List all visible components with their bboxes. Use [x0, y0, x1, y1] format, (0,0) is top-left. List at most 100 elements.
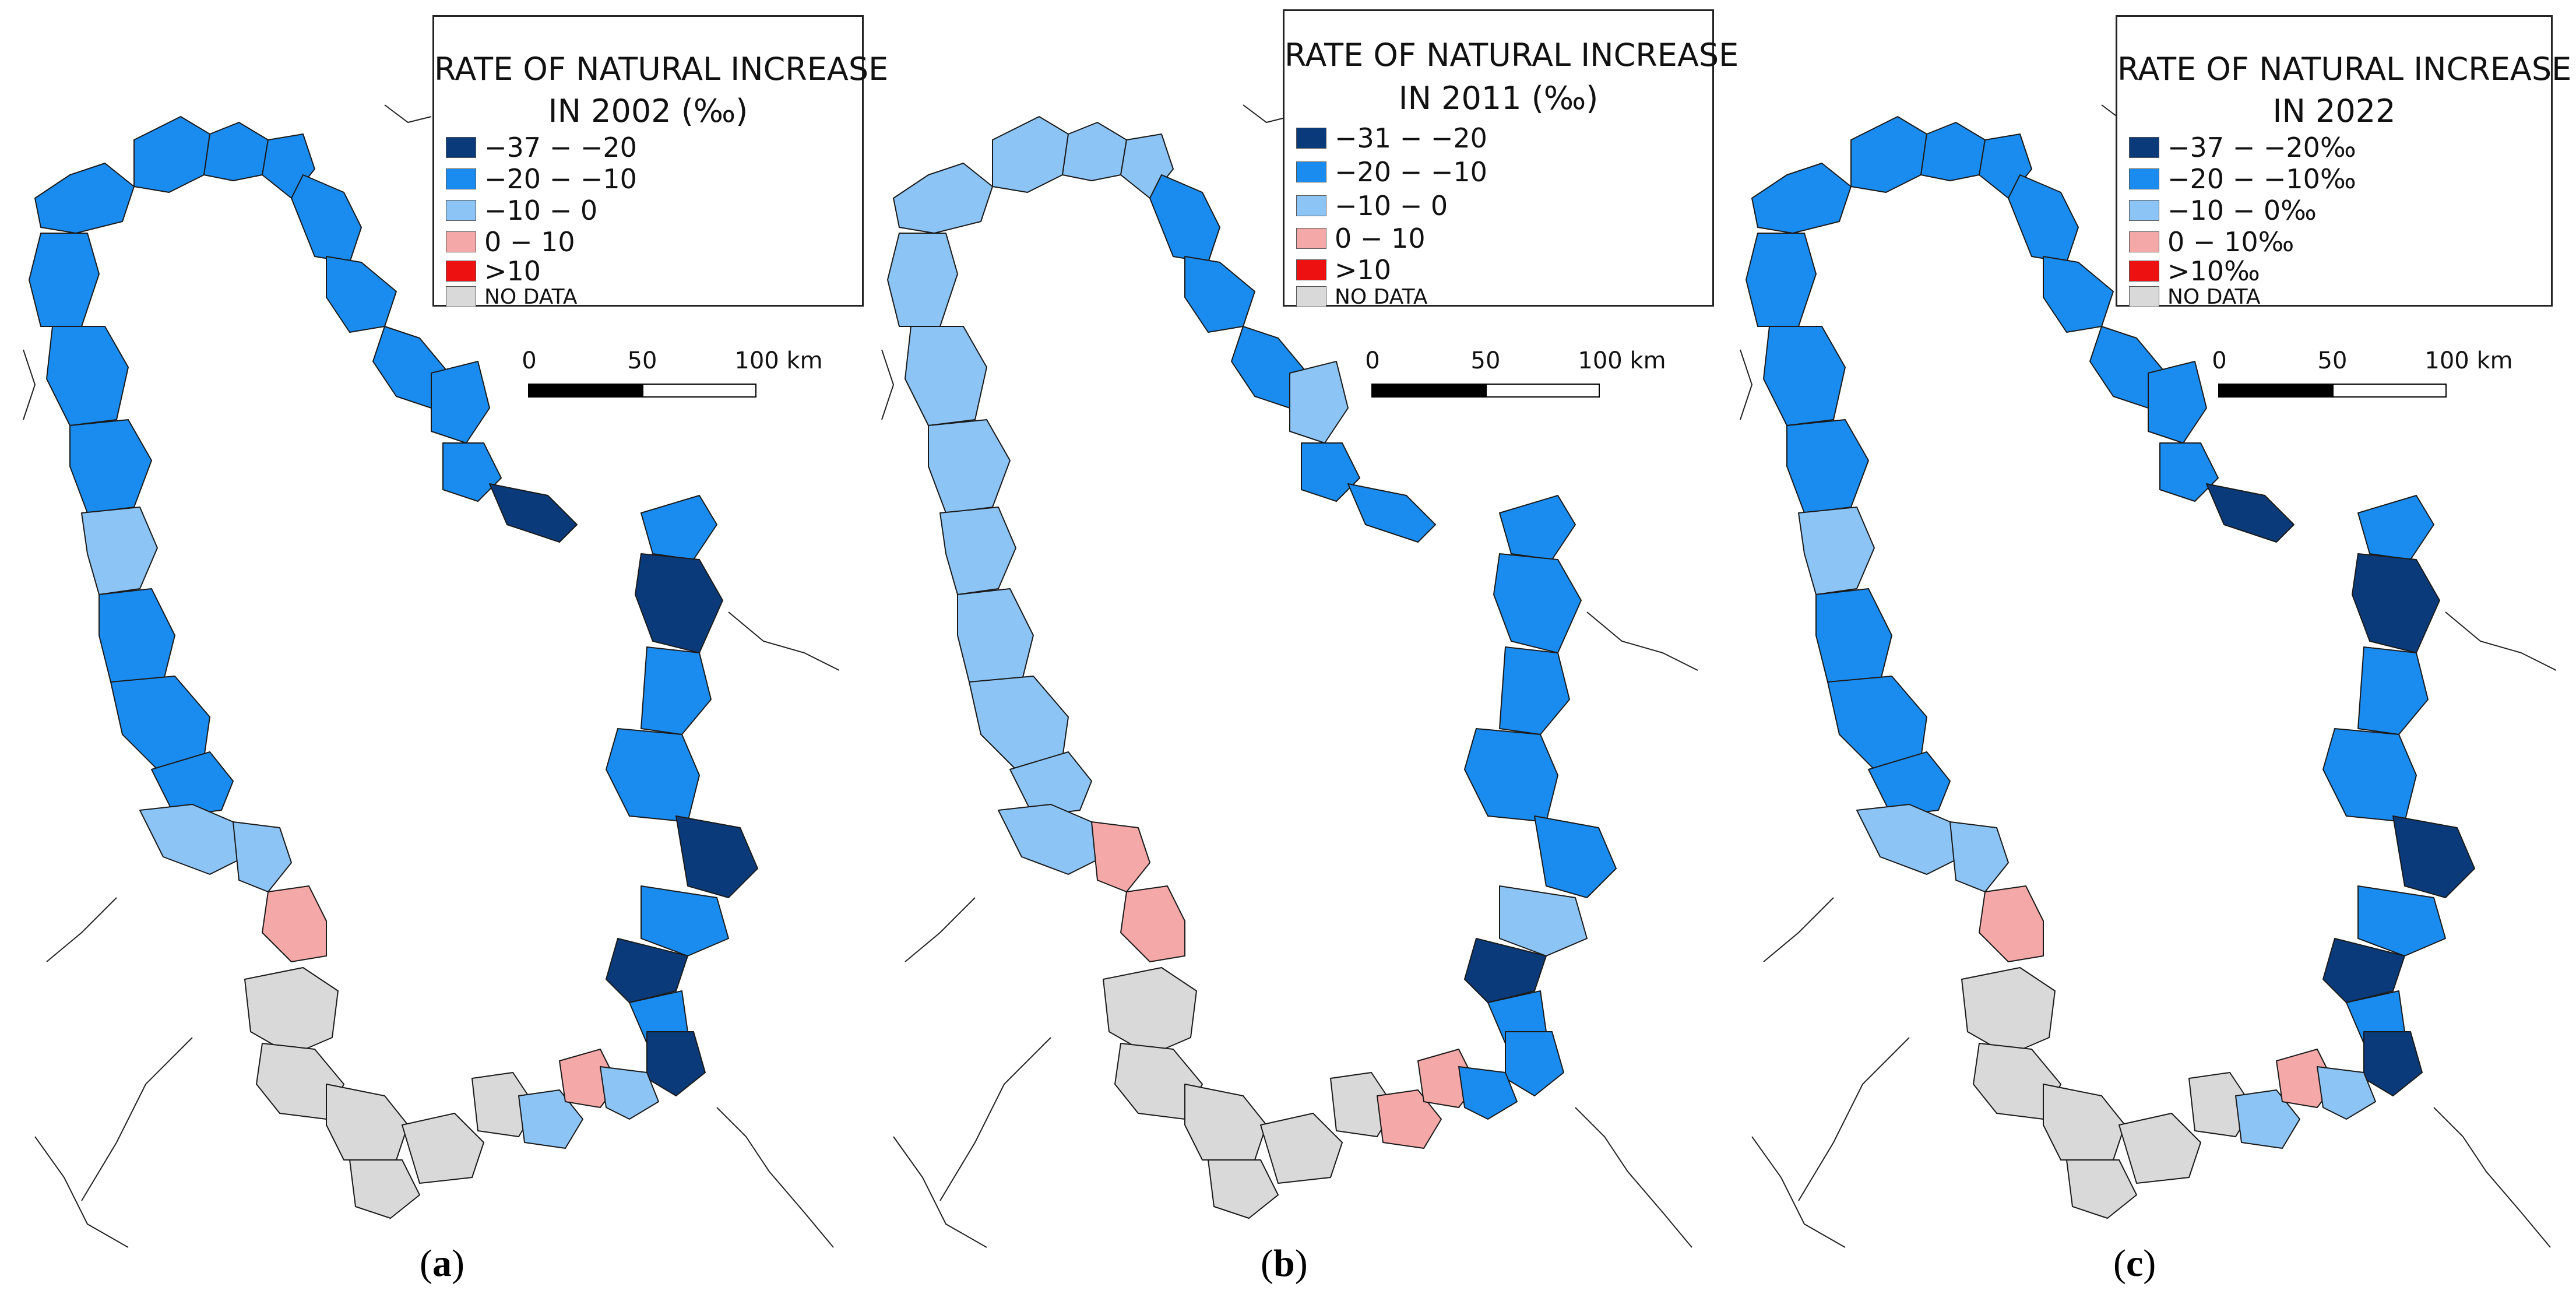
region-s5 [402, 1113, 484, 1184]
scale-segment-white [642, 384, 756, 398]
region-sw1 [1856, 804, 1962, 875]
legend-title-line1: RATE OF NATURAL INCREASE [434, 51, 889, 87]
legend-label: >10 [484, 255, 541, 287]
legend-item: NO DATA [1296, 283, 1427, 311]
legend-swatch [1296, 161, 1326, 182]
caption-letter: b [1273, 1242, 1295, 1285]
region-e4 [606, 728, 700, 822]
border-line [1575, 1107, 1692, 1248]
border-line [1586, 611, 1698, 671]
region-s7 [2235, 1089, 2300, 1149]
region-s5 [1260, 1113, 1343, 1184]
region-n2 [2043, 256, 2114, 333]
legend-label: −37 − −20 [484, 132, 637, 163]
panel-caption: (c) [2113, 1242, 2156, 1286]
region-nw3 [1920, 122, 1986, 181]
legend-swatch [446, 137, 476, 158]
caption-open-paren: ( [1261, 1242, 1273, 1285]
scale-label-mid: 50 [627, 347, 657, 374]
border-line [881, 349, 895, 420]
region-e9 [1505, 1031, 1564, 1096]
country-borders [23, 104, 840, 1248]
legend-swatch [1296, 228, 1326, 249]
scale-bar: 0 50 100 km [2212, 347, 2513, 412]
region-ne1 [1347, 483, 1436, 543]
scale-label-zero: 0 [1365, 347, 1380, 374]
region-sw1 [998, 804, 1104, 875]
region-e5 [675, 815, 758, 898]
border-line [1798, 1037, 1910, 1201]
caption-close-paren: ) [2143, 1242, 2156, 1285]
legend-label: −10 − 0 [484, 195, 598, 226]
region-s4 [349, 1159, 420, 1219]
region-w6 [110, 676, 210, 770]
border-line [1763, 897, 1834, 962]
legend-label: NO DATA [1335, 284, 1428, 309]
legend-title-line2: IN 2011 (‰) [1398, 80, 1599, 117]
map-regions [887, 116, 1617, 1219]
region-e5 [2392, 815, 2475, 898]
region-w3 [69, 419, 152, 514]
region-nw1 [1751, 163, 1852, 234]
legend-label: −10 − 0 [1335, 190, 1448, 221]
scale-bar: 0 50 100 km [522, 347, 823, 412]
region-s3 [326, 1084, 409, 1161]
region-w5 [98, 588, 175, 683]
legend-label: NO DATA [2167, 284, 2261, 309]
region-e5 [1534, 815, 1617, 898]
region-n1 [2008, 174, 2079, 263]
region-w6 [969, 676, 1069, 770]
caption-letter: c [2125, 1242, 2144, 1285]
region-s3 [1184, 1084, 1267, 1161]
legend-item: 0 − 10 [1296, 223, 1426, 254]
panel-caption: (a) [420, 1242, 464, 1286]
legend-item: −10 − 0‰ [2129, 195, 2317, 226]
legend-item: >10 [1296, 254, 1391, 286]
region-e9 [2363, 1031, 2423, 1096]
legend-title-line1: RATE OF NATURAL INCREASE [1285, 37, 1739, 73]
legend-item: −20 − −10‰ [2129, 163, 2356, 195]
legend-item: 0 − 10 [446, 226, 575, 258]
region-w1 [887, 233, 958, 327]
scale-label-mid: 50 [2317, 347, 2348, 374]
legend-swatch [2129, 231, 2159, 252]
region-s4 [1208, 1159, 1279, 1219]
region-e2 [1493, 553, 1582, 653]
legend-item: >10 [446, 255, 541, 287]
border-line [939, 1037, 1051, 1201]
region-e6 [1499, 885, 1588, 957]
region-e6 [641, 885, 729, 957]
region-s3 [2043, 1084, 2125, 1161]
region-nw3 [203, 122, 269, 181]
caption-letter: a [432, 1242, 452, 1285]
region-s1 [1961, 967, 2056, 1056]
region-nw2 [133, 116, 210, 193]
region-nw3 [1062, 122, 1127, 181]
legend-label: >10‰ [2167, 255, 2260, 287]
border-line [384, 104, 432, 124]
border-line [1751, 1136, 1846, 1248]
region-s7 [1377, 1089, 1442, 1149]
region-s4 [2066, 1159, 2137, 1219]
region-n5 [1301, 442, 1360, 502]
legend-item: −20 − −10 [1296, 156, 1487, 188]
border-line [728, 611, 840, 671]
panel-caption: (b) [1261, 1242, 1308, 1286]
map-panel-c: RATE OF NATURAL INCREASE IN 2022 −37 − −… [1717, 0, 2575, 1301]
legend-label: NO DATA [484, 284, 578, 309]
region-s1 [244, 967, 339, 1056]
legend-swatch [1296, 128, 1326, 149]
border-line [23, 349, 36, 420]
region-n4 [431, 361, 490, 444]
legend-item: >10‰ [2129, 255, 2260, 287]
scale-segment-black [2218, 384, 2332, 398]
legend-item: −37 − −20 [446, 132, 637, 163]
region-n2 [1184, 256, 1255, 333]
scale-label-max: 100 km [1578, 347, 1666, 374]
region-w6 [1827, 676, 1927, 770]
region-w4 [81, 507, 158, 595]
scale-label-mid: 50 [1470, 347, 1501, 374]
caption-open-paren: ( [420, 1242, 432, 1285]
legend: RATE OF NATURAL INCREASE IN 2022 −37 − −… [2116, 15, 2571, 309]
country-borders [1740, 104, 2557, 1248]
